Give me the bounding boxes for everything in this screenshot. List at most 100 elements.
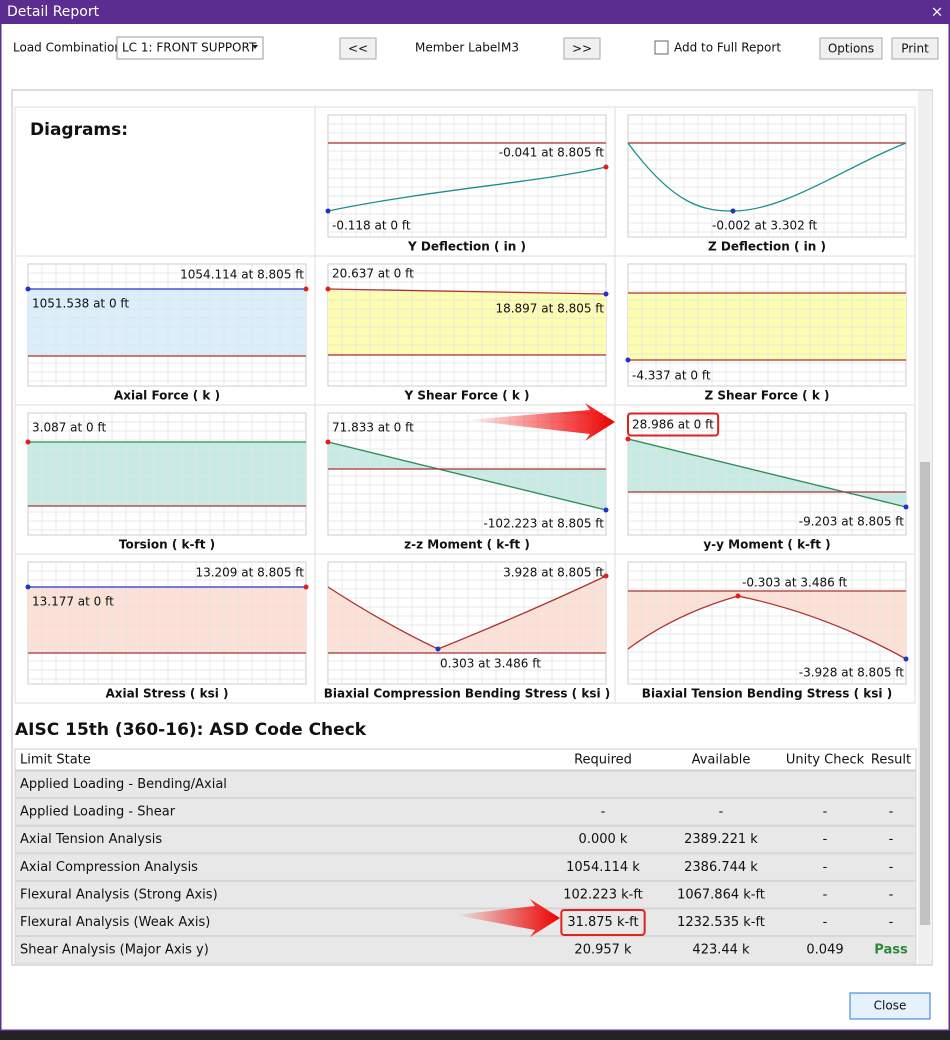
- diagram-point: [303, 286, 309, 292]
- member-value: M3: [501, 41, 519, 55]
- diagram: 20.637 at 0 ft 18.897 at 8.805 ft Y Shear …: [325, 263, 609, 403]
- diagram-value-label: 1051.538 at 0 ft: [32, 297, 129, 311]
- limit-state: Applied Loading - Shear: [20, 805, 176, 820]
- table-row: [14, 936, 917, 964]
- diagram: -0.041 at 8.805 ft -0.118 at 0 ft Y Deflec…: [325, 114, 609, 254]
- diagram-point: [435, 646, 441, 652]
- limit-state: Axial Compression Analysis: [20, 860, 198, 875]
- diagram-point: [303, 584, 309, 590]
- diagram-cell: [614, 553, 916, 704]
- diagram-title: Axial Force ( k ): [114, 389, 220, 403]
- diagram-title: Y Deflection ( in ): [407, 240, 526, 254]
- diagram-value-label: -102.223 at 8.805 ft: [483, 517, 604, 531]
- column-header: Limit State: [20, 753, 91, 768]
- diagram-point: [603, 573, 609, 579]
- prev-button[interactable]: [339, 37, 377, 60]
- diagram-title: Z Deflection ( in ): [708, 240, 826, 254]
- limit-state: Flexural Analysis (Weak Axis): [20, 915, 210, 930]
- table-cell: -: [823, 832, 828, 847]
- checkbox[interactable]: [654, 40, 669, 55]
- next-button[interactable]: [563, 37, 601, 60]
- diagram-value-label: -0.303 at 3.486 ft: [742, 576, 848, 590]
- diagram-title: Torsion ( k-ft ): [119, 538, 215, 552]
- diagram-title: Biaxial Tension Bending Stress ( ksi ): [642, 687, 892, 701]
- table-cell: -: [889, 860, 894, 875]
- member-label: Member Label:: [415, 41, 505, 55]
- diagram-title: z-z Moment ( k-ft ): [404, 538, 530, 552]
- highlight-box: [560, 909, 646, 936]
- table-cell: 0.000 k: [579, 832, 628, 847]
- diagram-value-label: 20.637 at 0 ft: [332, 267, 414, 281]
- table-cell: 31.875 k-ft: [567, 915, 638, 930]
- table-row: [14, 825, 917, 854]
- load-value: LC 1: FRONT SUPPORT: [122, 41, 257, 55]
- diagram-value-label: 1054.114 at 8.805 ft: [180, 268, 304, 282]
- table-row: [14, 880, 917, 909]
- diagram-value-label: 13.177 at 0 ft: [32, 595, 114, 609]
- diagram-value-label: -0.002 at 3.302 ft: [712, 219, 818, 233]
- diagram-value-label: 13.209 at 8.805 ft: [195, 566, 304, 580]
- diagrams-heading: Diagrams:: [30, 120, 128, 140]
- diagram: 3.087 at 0 ft Torsion ( k-ft ): [25, 412, 307, 552]
- close-label: Close: [874, 999, 907, 1013]
- diagram-point: [25, 439, 31, 445]
- close-button[interactable]: [849, 992, 931, 1020]
- highlight-box: [627, 412, 720, 437]
- diagram: -4.337 at 0 ft Z Shear Force ( k ): [625, 263, 907, 403]
- red-arrow: [465, 403, 615, 441]
- table-cell: -: [889, 805, 894, 820]
- table-row: [14, 908, 917, 937]
- diagram-point: [603, 291, 609, 297]
- diagram: 1054.114 at 8.805 ft 1051.538 at 0 ft Axia…: [25, 263, 309, 403]
- table-row: [14, 770, 917, 799]
- table-cell: 1232.535 k-ft: [677, 915, 765, 930]
- column-header: Unity Check: [786, 753, 865, 768]
- limit-state: Shear Analysis (Major Axis y): [20, 943, 209, 958]
- plot-area: [627, 114, 907, 238]
- table-cell: Pass: [874, 943, 908, 958]
- diagram-title: y-y Moment ( k-ft ): [703, 538, 830, 552]
- load-select[interactable]: [116, 36, 264, 60]
- code-check-title: AISC 15th (360-16): ASD Code Check: [15, 720, 367, 740]
- load-label: Load Combination:: [13, 41, 126, 55]
- diagram-title: Biaxial Compression Bending Stress ( ksi…: [324, 687, 610, 701]
- diagram: 28.986 at 0 ft -9.203 at 8.805 ft y-y Mome…: [625, 412, 909, 552]
- diagram-point: [903, 504, 909, 510]
- diagram-value-label: 0.303 at 3.486 ft: [440, 657, 541, 671]
- diagram-point: [603, 507, 609, 513]
- table-cell: -: [889, 887, 894, 902]
- diagram-line: [327, 166, 607, 212]
- options-label: Options: [828, 42, 874, 56]
- diagram-value-label: -4.337 at 0 ft: [632, 369, 711, 383]
- diagram-line: [627, 438, 907, 508]
- diagram-value-label: -3.928 at 8.805 ft: [799, 666, 905, 680]
- title-bar: [0, 0, 950, 24]
- diagram-value-label: 28.986 at 0 ft: [632, 418, 714, 432]
- options-button[interactable]: [819, 37, 883, 60]
- print-button[interactable]: [891, 37, 939, 60]
- diagram-title: Y Shear Force ( k ): [404, 389, 530, 403]
- diagram-point: [325, 286, 331, 292]
- table-cell: -: [719, 805, 724, 820]
- diagram-point: [625, 357, 631, 363]
- table-cell: 423.44 k: [692, 943, 750, 958]
- diagram-point: [625, 436, 631, 442]
- prev-label: <<: [348, 42, 368, 56]
- table-cell: -: [823, 915, 828, 930]
- diagram-title: Z Shear Force ( k ): [704, 389, 829, 403]
- diagram-title: Axial Stress ( ksi ): [106, 687, 229, 701]
- scroll-thumb[interactable]: [920, 462, 930, 925]
- table-cell: -: [601, 805, 606, 820]
- table-cell: -: [823, 805, 828, 820]
- limit-state: Applied Loading - Bending/Axial: [20, 777, 227, 792]
- diagram-value-label: -0.041 at 8.805 ft: [499, 146, 605, 160]
- diagram-value-label: -9.203 at 8.805 ft: [799, 515, 905, 529]
- table-cell: 2389.221 k: [684, 832, 758, 847]
- table-header: [14, 748, 917, 771]
- diagram: -0.303 at 3.486 ft -3.928 at 8.805 ft Biax…: [627, 561, 909, 701]
- print-label: Print: [901, 42, 929, 56]
- close-x[interactable]: ×: [931, 3, 944, 21]
- diagram-point: [903, 656, 909, 662]
- table-cell: -: [889, 915, 894, 930]
